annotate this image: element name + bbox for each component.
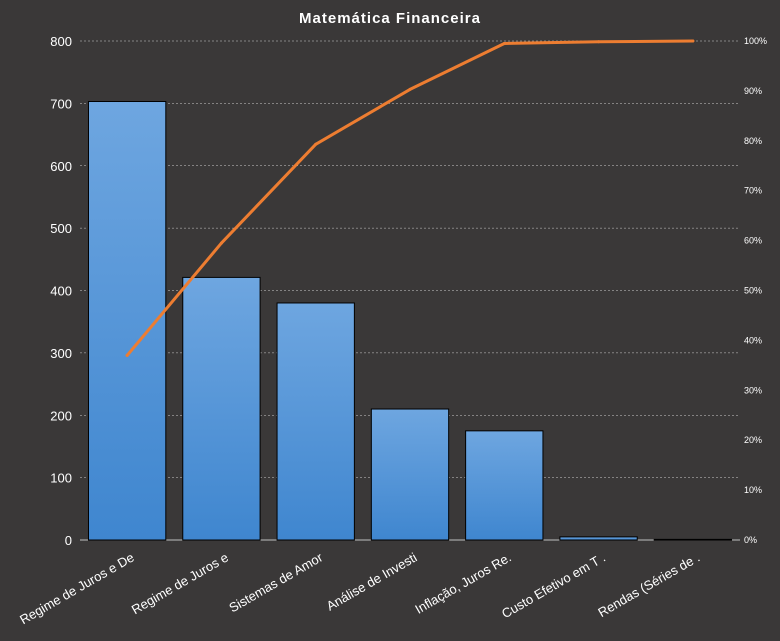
x-tick-label: Regime de Juros e <box>129 550 231 618</box>
y2-tick-label: 70% <box>744 186 762 196</box>
y-tick-label: 400 <box>50 284 72 299</box>
line-point <box>219 241 223 245</box>
y-tick-label: 0 <box>65 533 72 548</box>
y-tick-label: 600 <box>50 159 72 174</box>
x-tick-label: Sistemas de Amor <box>226 549 325 615</box>
secondary-y-axis: 0% 10% 20% 30% 40% 50% 60% 70% 80% 90% 100% <box>744 36 767 545</box>
bar <box>465 430 544 541</box>
x-tick-label: Custo Efetivo em T . <box>499 550 608 622</box>
x-tick-label: Rendas (Séries de . <box>595 550 702 620</box>
x-tick-label: Análise de Investi <box>324 550 420 614</box>
cumulative-line <box>125 39 695 357</box>
bar <box>276 302 355 541</box>
y-tick-label: 800 <box>50 34 72 49</box>
y2-tick-label: 10% <box>744 485 762 495</box>
line-point <box>597 40 601 44</box>
bar <box>559 536 638 541</box>
y2-tick-label: 100% <box>744 36 767 46</box>
y-tick-label: 700 <box>50 96 72 111</box>
line-point <box>314 142 318 146</box>
line-point <box>125 353 129 357</box>
x-tick-label: Inflação, Juros Re. <box>412 550 513 617</box>
bar <box>182 276 261 541</box>
y-tick-label: 100 <box>50 471 72 486</box>
line-point <box>691 39 695 43</box>
y-tick-label: 300 <box>50 346 72 361</box>
y-tick-label: 500 <box>50 221 72 236</box>
y-tick-label: 200 <box>50 408 72 423</box>
bar <box>87 101 167 541</box>
x-tick-label: Regime de Juros e De <box>17 550 137 628</box>
bar <box>653 538 733 541</box>
y2-tick-label: 90% <box>744 86 762 96</box>
y2-tick-label: 30% <box>744 385 762 395</box>
y2-tick-label: 40% <box>744 335 762 345</box>
y2-tick-label: 0% <box>744 535 757 545</box>
chart-title: Matemática Financeira <box>299 10 481 27</box>
y-axis: 0 100 200 300 400 500 600 700 800 <box>50 34 72 548</box>
y2-tick-label: 50% <box>744 286 762 296</box>
bar <box>370 408 450 541</box>
y2-tick-label: 80% <box>744 136 762 146</box>
y2-tick-label: 20% <box>744 435 762 445</box>
bars <box>87 101 733 541</box>
line-point <box>502 41 506 45</box>
line-point <box>408 87 412 91</box>
y2-tick-label: 60% <box>744 236 762 246</box>
